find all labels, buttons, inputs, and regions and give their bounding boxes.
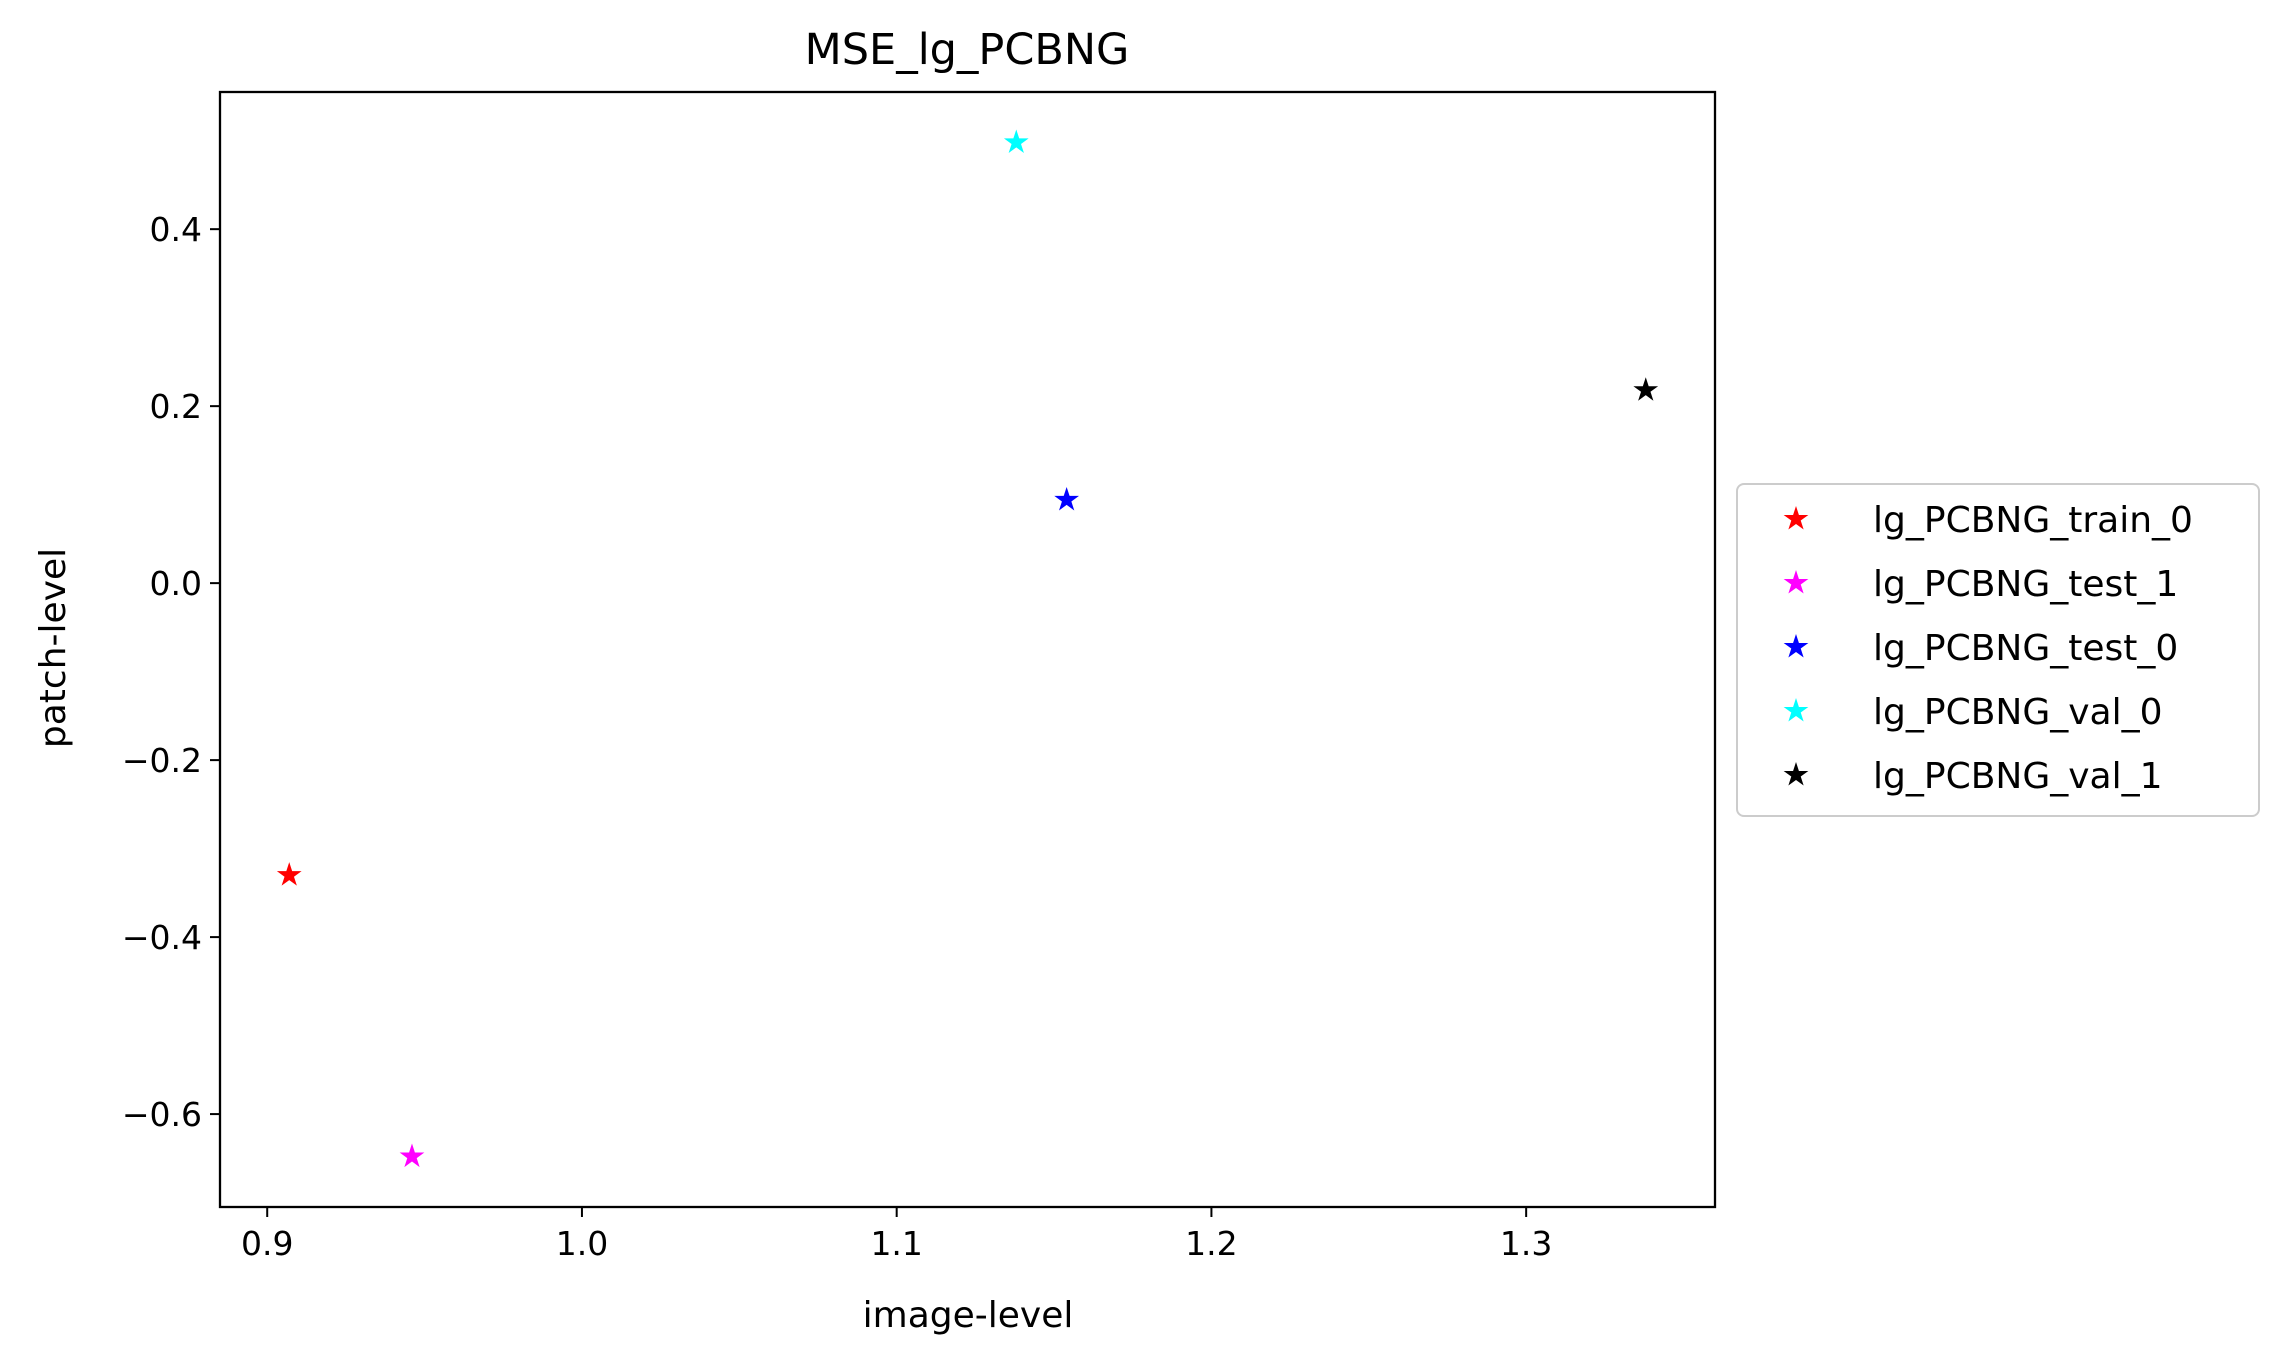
data-point-star <box>1054 486 1080 511</box>
x-tick-label: 1.1 <box>870 1224 922 1263</box>
x-tick-label: 1.2 <box>1185 1224 1237 1263</box>
y-tick-label: −0.2 <box>122 741 202 780</box>
chart-title: MSE_lg_PCBNG <box>805 25 1130 75</box>
y-tick-label: −0.6 <box>122 1095 202 1134</box>
legend-box <box>1736 483 2260 817</box>
plot-area-frame <box>218 90 1717 1209</box>
legend-marker <box>1783 634 1809 658</box>
legend-marker <box>1783 762 1809 786</box>
y-axis-label: patch-level <box>33 548 74 748</box>
legend-label: lg_PCBNG_test_1 <box>1873 564 2178 605</box>
data-point-star <box>1633 377 1659 401</box>
axis-ticks: 0.9 1.0 1.1 1.2 1.3 −0.6 −0.4 −0.2 0.0 0.2 0.4 <box>122 210 1553 1263</box>
y-tick-label: −0.4 <box>122 918 202 957</box>
y-tick-label: 0.4 <box>150 210 202 249</box>
data-point-star <box>276 862 302 886</box>
x-axis-label: image-level <box>863 1295 1074 1336</box>
legend-marker <box>1783 506 1809 530</box>
legend-label: lg_PCBNG_test_0 <box>1873 628 2178 669</box>
data-points <box>276 129 1659 1168</box>
legend-label: lg_PCBNG_train_0 <box>1873 500 2193 541</box>
y-tick-label: 0.2 <box>150 387 202 426</box>
legend-label: lg_PCBNG_val_1 <box>1873 756 2163 797</box>
x-tick-label: 1.3 <box>1500 1224 1552 1263</box>
legend: lg_PCBNG_train_0 lg_PCBNG_test_1 lg_PCBNG_… <box>1736 483 2260 817</box>
data-point-star <box>1003 129 1029 153</box>
x-tick-label: 1.0 <box>556 1224 608 1263</box>
y-tick-label: 0.0 <box>150 564 202 603</box>
x-tick-label: 0.9 <box>241 1224 293 1263</box>
data-point-star <box>399 1143 425 1168</box>
legend-label: lg_PCBNG_val_0 <box>1873 692 2163 733</box>
legend-marker <box>1783 570 1809 594</box>
legend-marker <box>1783 698 1809 722</box>
